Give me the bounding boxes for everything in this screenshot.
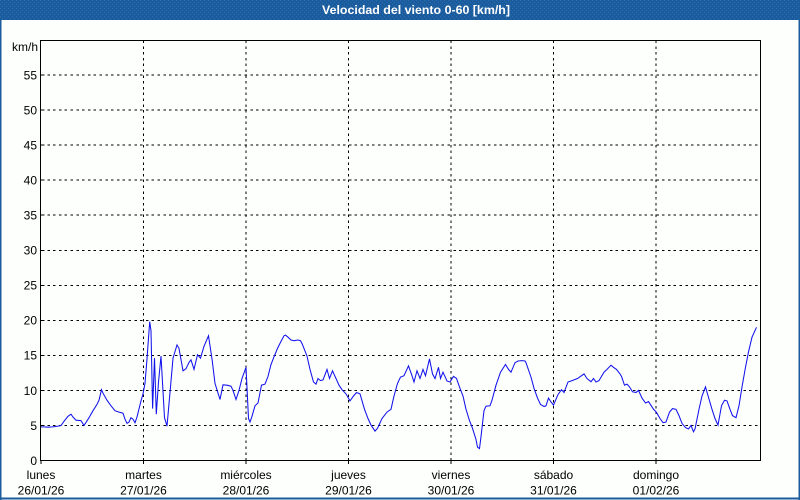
svg-text:5: 5	[30, 419, 37, 433]
svg-text:15: 15	[24, 349, 38, 363]
svg-text:01/02/26: 01/02/26	[633, 484, 680, 498]
svg-text:20: 20	[24, 314, 38, 328]
svg-text:45: 45	[24, 138, 38, 152]
svg-text:35: 35	[24, 209, 38, 223]
svg-text:25: 25	[24, 279, 38, 293]
svg-text:55: 55	[24, 68, 38, 82]
svg-text:50: 50	[24, 103, 38, 117]
svg-text:31/01/26: 31/01/26	[530, 484, 577, 498]
svg-text:29/01/26: 29/01/26	[325, 484, 372, 498]
svg-text:sábado: sábado	[534, 468, 574, 482]
svg-text:jueves: jueves	[330, 468, 366, 482]
svg-text:km/h: km/h	[12, 40, 38, 54]
svg-text:0: 0	[30, 454, 37, 468]
svg-text:28/01/26: 28/01/26	[223, 484, 270, 498]
svg-text:30/01/26: 30/01/26	[428, 484, 475, 498]
svg-text:10: 10	[24, 384, 38, 398]
svg-text:40: 40	[24, 174, 38, 188]
svg-text:Velocidad del viento 0-60 [km/: Velocidad del viento 0-60 [km/h]	[322, 3, 510, 17]
svg-text:lunes: lunes	[27, 468, 56, 482]
svg-text:miércoles: miércoles	[220, 468, 271, 482]
svg-text:27/01/26: 27/01/26	[120, 484, 167, 498]
svg-text:30: 30	[24, 244, 38, 258]
svg-text:martes: martes	[125, 468, 162, 482]
svg-text:domingo: domingo	[633, 468, 679, 482]
svg-text:viernes: viernes	[432, 468, 471, 482]
svg-text:26/01/26: 26/01/26	[18, 484, 65, 498]
